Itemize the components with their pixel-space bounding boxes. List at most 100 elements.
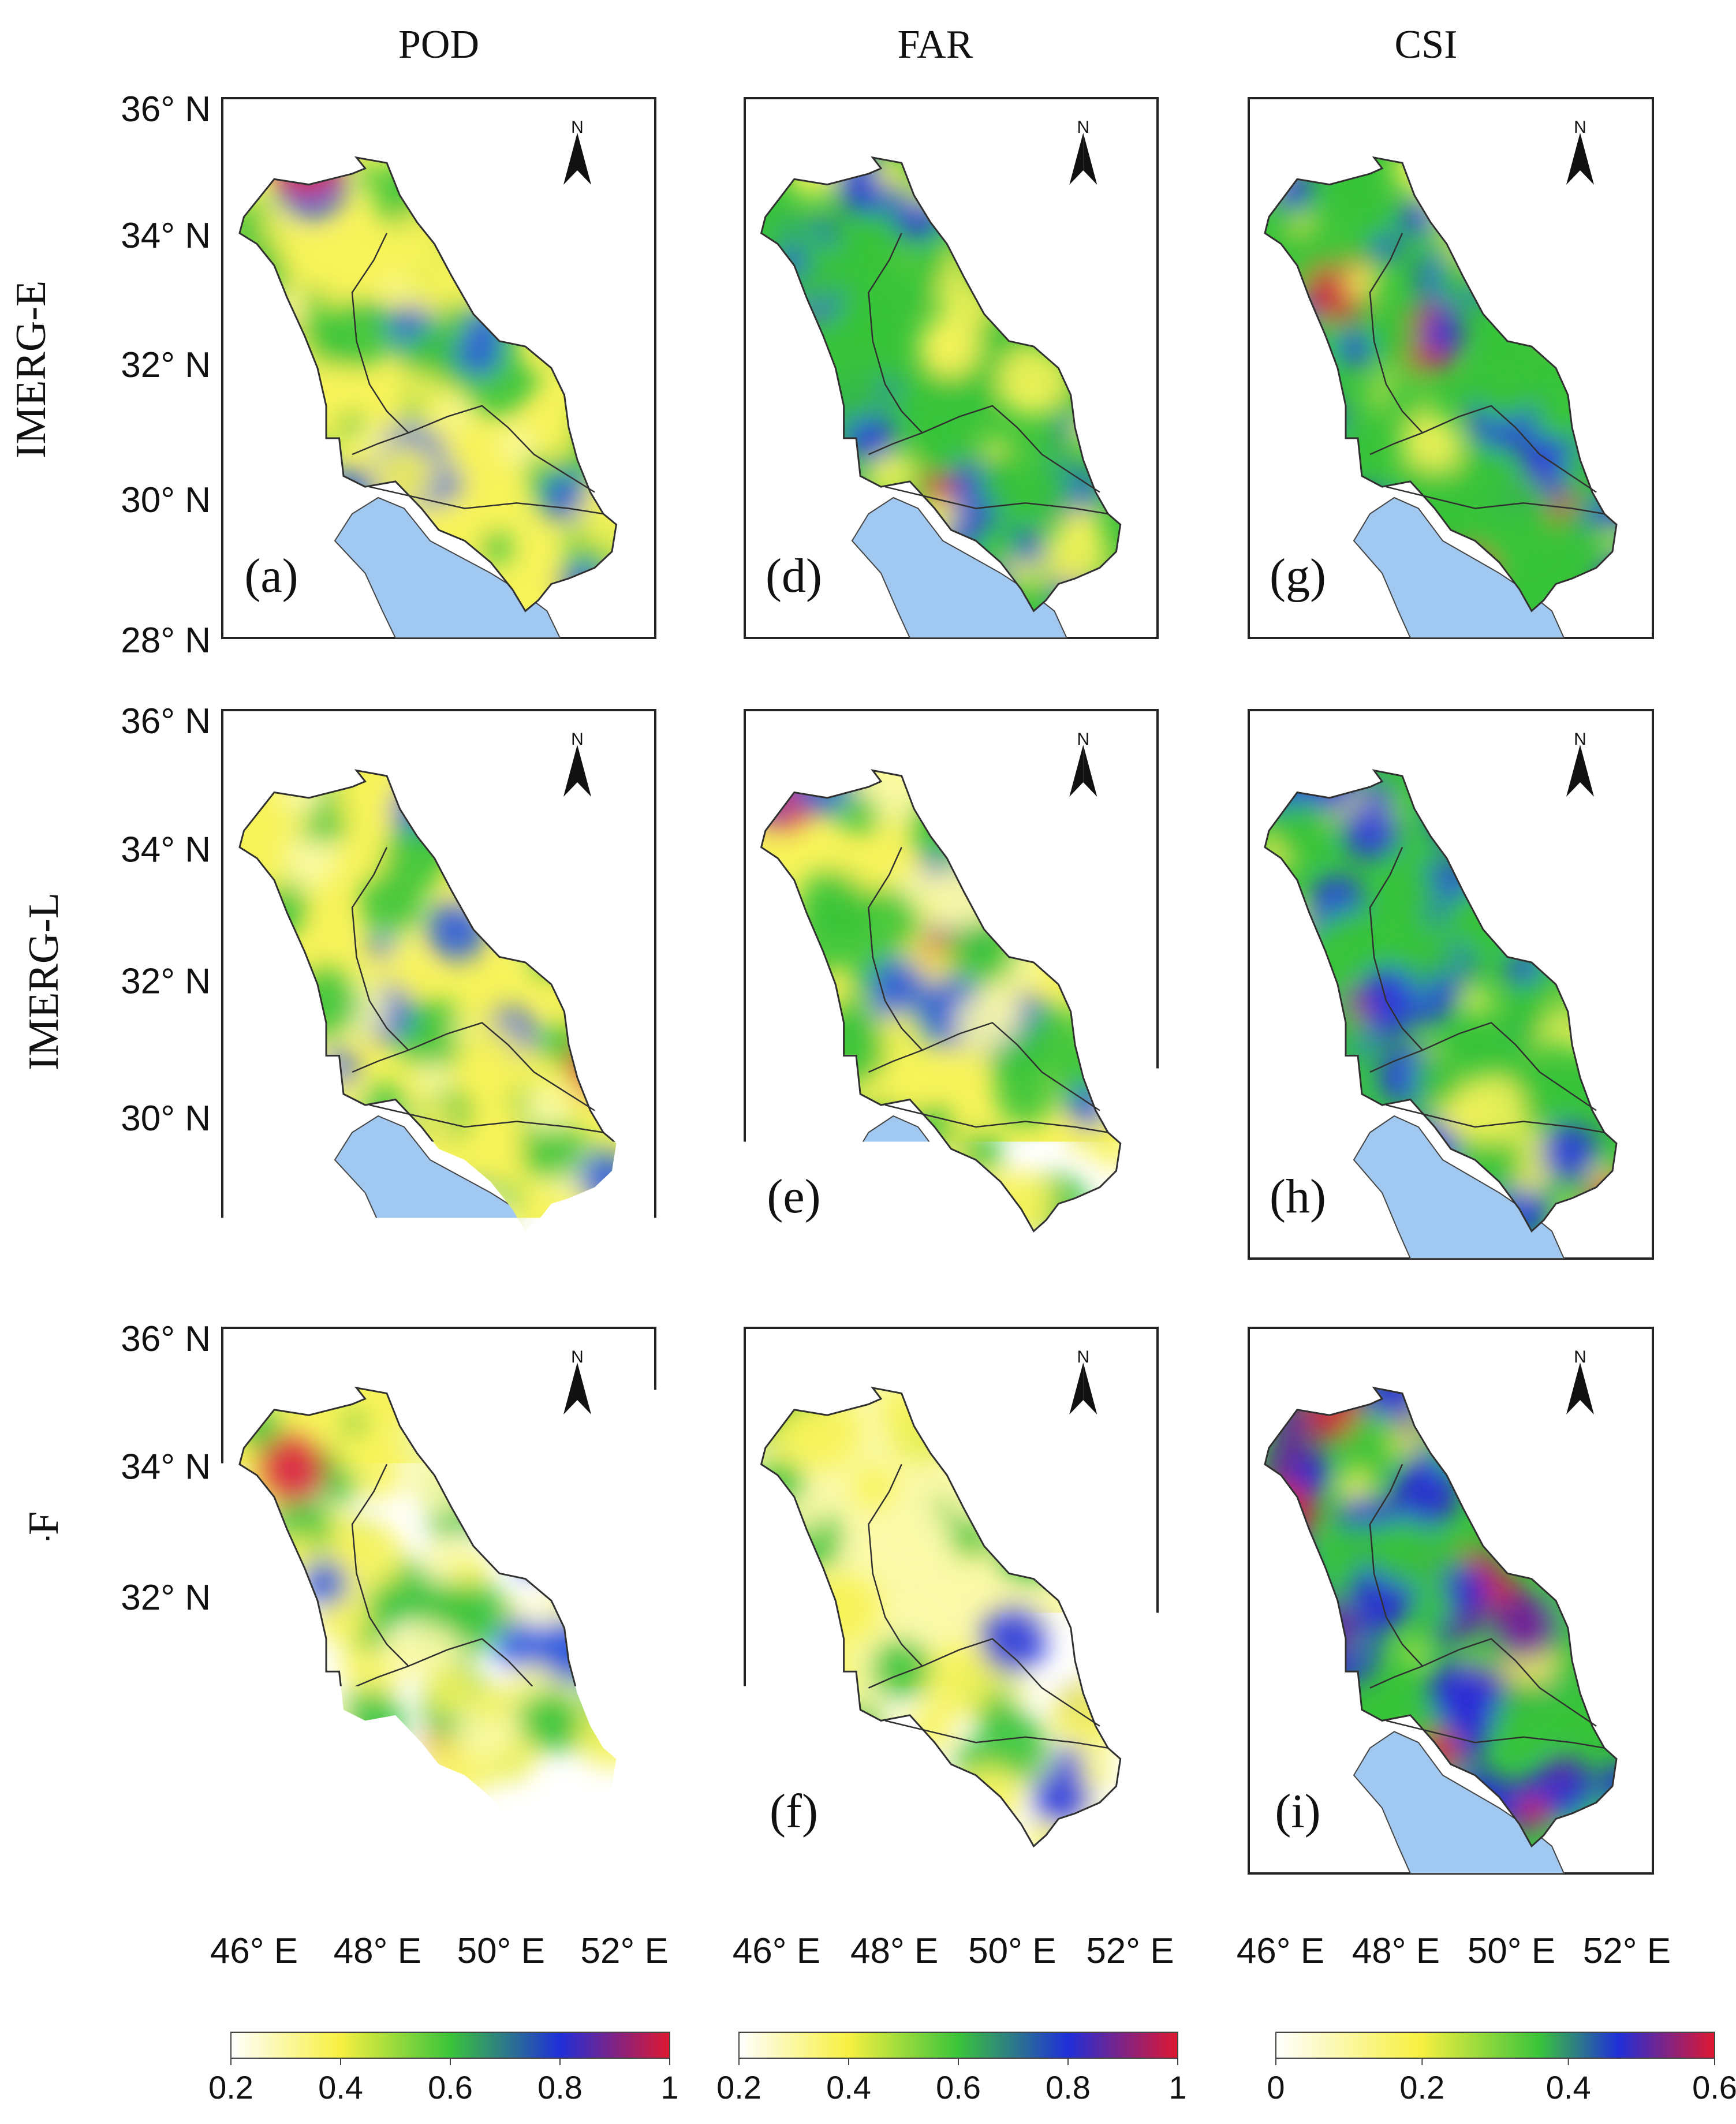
longitude-label: 46° E (733, 1931, 820, 1971)
latitude-label: 34° N (121, 216, 211, 256)
field-blob (1345, 266, 1379, 300)
colorbar-tick-label: 1 (660, 2069, 678, 2106)
latitude-label: 36° N (121, 89, 211, 129)
north-label: N (1077, 1347, 1089, 1367)
latitude-label: 32° N (121, 345, 211, 385)
field-blob (499, 428, 535, 464)
field-blob (416, 1061, 451, 1096)
field-blob (839, 794, 879, 835)
field-blob (1518, 1797, 1549, 1828)
panel-letter: (h) (1270, 1170, 1326, 1223)
field-blob (1305, 222, 1332, 249)
north-label: N (571, 730, 584, 749)
field-blob (446, 1582, 509, 1645)
map-panel-f: N (f) (738, 1328, 1158, 1873)
colorbar-tick-label: 0.4 (1546, 2069, 1591, 2106)
north-label: N (1574, 1347, 1586, 1367)
longitude-label: 52° E (1583, 1931, 1671, 1971)
colorbar-gradient (739, 2032, 1178, 2058)
row-label-imerg-e: IMERG-E (8, 281, 55, 458)
colorbar-tick-label: 0 (1267, 2069, 1285, 2106)
row-label-imerg-l: IMERG-L (20, 893, 68, 1070)
colorbar-far: 0.2 0.4 0.6 0.8 1 (716, 2032, 1187, 2106)
field-blob (473, 1685, 511, 1722)
colorbar-tick-label: 0.6 (936, 2069, 981, 2106)
longitude-label: 48° E (1352, 1931, 1440, 1971)
field-blob (1428, 1660, 1491, 1723)
figure-canvas: POD FAR CSI IMERG-EIMERG-LIMERG-F N(a)36° … (0, 0, 1736, 2124)
field-blob (324, 300, 393, 368)
latitude-label: 34° N (121, 830, 211, 870)
longitude-label: 50° E (1468, 1931, 1555, 1971)
panel-letter: (d) (766, 549, 822, 603)
colorbar-tick-label: 0.4 (826, 2069, 871, 2106)
field-blob (1478, 359, 1532, 413)
colorbar-gradient (231, 2032, 670, 2058)
north-label: N (1574, 730, 1586, 749)
field-blob (1514, 979, 1547, 1012)
field-blob (1420, 1587, 1451, 1618)
field-blob (402, 395, 424, 417)
field-blob (1471, 442, 1498, 468)
longitude-label: 50° E (457, 1931, 545, 1971)
map-panel-d: N(d) (737, 98, 1162, 638)
field-blob (831, 303, 862, 334)
latitude-label: 36° N (121, 1319, 211, 1359)
row-label-imerg-f: IMERG-F (20, 1511, 68, 1687)
field-blob (1412, 1051, 1466, 1106)
north-label: N (1574, 118, 1586, 137)
field-blob (315, 237, 375, 297)
latitude-label: 34° N (121, 1447, 211, 1487)
field-blob (1342, 804, 1399, 860)
longitude-label: 52° E (1086, 1931, 1174, 1971)
panel-letter: (f) (770, 1785, 818, 1838)
field-blob (871, 1639, 931, 1700)
north-label: N (571, 1347, 584, 1367)
longitude-label: 50° E (968, 1931, 1056, 1971)
field-blob (869, 958, 925, 1013)
field-blob (1083, 1758, 1112, 1787)
panel-letter: (g) (1270, 549, 1326, 603)
field-blob (426, 1666, 475, 1714)
panel-letter: (a) (244, 549, 298, 603)
colorbar-tick-label: 0.6 (428, 2069, 473, 2106)
colorbar-tick-label: 0.6 (1692, 2069, 1736, 2106)
colorbar-tick-label: 1 (1168, 2069, 1186, 2106)
colorbar-gradient (1276, 2032, 1715, 2058)
column-title-csi: CSI (1395, 23, 1458, 67)
field-blob (914, 429, 963, 477)
colorbar-tick-label: 0.2 (208, 2069, 253, 2106)
field-blob (897, 1500, 944, 1547)
colorbar-tick-label: 0.2 (1399, 2069, 1444, 2106)
panel-letter: (b) (243, 1170, 300, 1223)
longitude-label: 48° E (850, 1931, 938, 1971)
map-panel-g: N (g) (1245, 98, 1655, 638)
field-blob (853, 1465, 897, 1509)
field-blob (519, 1689, 581, 1751)
field-blob (1359, 967, 1417, 1025)
field-blob (1379, 1067, 1409, 1098)
field-blob (1548, 1760, 1573, 1785)
colorbar-tick-label: 0.8 (537, 2069, 583, 2106)
latitude-label: 30° N (121, 1099, 211, 1138)
field-blob (506, 364, 539, 397)
field-blob (893, 1026, 920, 1053)
field-blob (413, 1003, 440, 1030)
map-panel-c: N (c) 36° N 34° N 32° N 30° N 28° N (121, 1319, 655, 1896)
field-blob (1510, 1011, 1545, 1046)
field-blob (319, 904, 347, 932)
field-blob (371, 1588, 405, 1622)
field-blob (916, 248, 949, 281)
panel-letter: (c) (244, 1785, 298, 1838)
longitude-label: 52° E (580, 1931, 668, 1971)
latitude-label: 28° N (121, 1856, 211, 1896)
latitude-label: 28° N (121, 1241, 211, 1281)
field-blob (369, 935, 393, 958)
colorbar-pod: 0.2 0.4 0.6 0.8 1 (208, 2032, 679, 2106)
field-blob (1463, 987, 1492, 1016)
field-blob (304, 286, 326, 309)
field-blob (1540, 1123, 1599, 1182)
field-blob (456, 331, 501, 376)
latitude-label: 28° N (121, 621, 211, 660)
field-blob (1005, 1675, 1035, 1706)
